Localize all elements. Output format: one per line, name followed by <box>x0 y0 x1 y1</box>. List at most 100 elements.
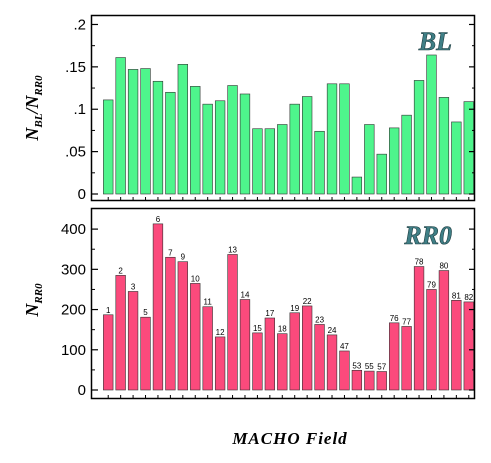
rr0-bar-label: 79 <box>427 280 436 289</box>
rr0-bar <box>127 291 139 391</box>
rr0-bar-label: 81 <box>452 291 461 300</box>
bl-bar <box>177 64 188 195</box>
rr0-y-axis: 0 100 200 300 400 <box>61 221 475 399</box>
rr0-bar <box>140 316 151 391</box>
rr0-bar <box>252 332 263 391</box>
x-axis-title: MACHO Field <box>231 429 347 448</box>
rr0-bar <box>239 299 251 391</box>
rr0-bar <box>152 223 164 391</box>
bl-bars <box>103 54 474 195</box>
bl-x-ticks <box>107 197 470 200</box>
bl-bar <box>152 80 164 195</box>
rr0-bar-label: 6 <box>156 215 161 224</box>
bl-bar <box>289 103 300 195</box>
rr0-bar <box>190 283 201 391</box>
bl-bar <box>239 93 251 195</box>
bl-y-tick-label: .2 <box>73 16 86 33</box>
rr0-y-tick-label: 200 <box>61 302 86 319</box>
bl-bar <box>376 153 387 195</box>
bl-bar <box>451 121 462 195</box>
rr0-bar <box>376 371 387 391</box>
rr0-bar-label: 3 <box>131 282 136 291</box>
rr0-x-ticks <box>107 395 470 398</box>
rr0-bar-label: 55 <box>365 362 374 371</box>
bl-ylabel-sub1: BL <box>33 113 45 128</box>
rr0-bar <box>115 275 126 391</box>
rr0-y-tick-label: 400 <box>61 221 86 238</box>
rr0-ylabel-n: N <box>22 303 42 318</box>
rr0-y-axis-title: NRR0 <box>22 283 45 318</box>
rr0-bar-label: 22 <box>303 297 312 306</box>
bl-y-axis: 0 .05 .1 .15 .2 <box>65 16 475 203</box>
rr0-bar-label: 15 <box>253 324 262 333</box>
rr0-bar-label: 23 <box>315 315 324 324</box>
bl-y-tick-label: .15 <box>65 59 86 76</box>
rr0-bar-label: 2 <box>118 266 123 275</box>
rr0-bar-label: 12 <box>216 328 225 337</box>
bl-bar <box>277 124 288 195</box>
rr0-bar-label: 77 <box>402 317 411 326</box>
bl-bar <box>314 130 325 195</box>
bl-bar <box>351 176 363 195</box>
rr0-bar-label: 13 <box>228 245 237 254</box>
bl-bar <box>264 128 275 195</box>
bl-bar <box>364 124 375 195</box>
bl-bar <box>127 69 139 195</box>
bl-bar <box>339 83 350 195</box>
rr0-bar-label: 57 <box>377 363 386 372</box>
bl-bar <box>463 101 474 195</box>
rr0-bar-label: 1 <box>106 306 111 315</box>
rr0-panel-frame <box>90 207 476 400</box>
bl-bar <box>165 91 176 195</box>
rr0-bar <box>413 266 425 391</box>
bl-bar <box>389 127 400 195</box>
bl-ylabel-slash: /N <box>22 95 42 116</box>
bl-bar <box>301 96 313 195</box>
bl-y-tick-label: .05 <box>65 144 86 161</box>
rr0-bar-label: 17 <box>265 309 274 318</box>
rr0-bar-label: 14 <box>241 291 250 300</box>
bl-bar <box>401 114 412 195</box>
rr0-bar-label: 5 <box>143 308 148 317</box>
rr0-bar <box>451 299 462 391</box>
bl-bar <box>438 97 450 195</box>
rr0-bar <box>389 322 400 391</box>
rr0-bar <box>214 336 226 391</box>
rr0-bar <box>351 369 363 391</box>
rr0-bar <box>277 333 288 391</box>
rr0-bar-label: 47 <box>340 342 349 351</box>
rr0-bar <box>426 289 437 391</box>
rr0-bar-label: 9 <box>181 253 186 262</box>
bl-y-axis-title: NBL/NRR0 <box>22 75 45 142</box>
rr0-y-tick-label: 100 <box>61 342 86 359</box>
bl-bar <box>252 128 263 195</box>
rr0-bar <box>301 305 313 391</box>
rr0-y-tick-label: 300 <box>61 261 86 278</box>
rr0-bar-label: 76 <box>390 314 399 323</box>
rr0-panel-tag: RR0 <box>403 221 452 250</box>
bl-bar <box>214 100 226 195</box>
rr0-bar <box>364 370 375 391</box>
rr0-bar-label: 11 <box>204 298 213 307</box>
rr0-bar-label: 10 <box>191 274 200 283</box>
bl-bar <box>115 57 126 195</box>
bl-ylabel-n1: N <box>22 127 42 142</box>
rr0-bar <box>227 254 238 391</box>
bl-bar <box>326 83 338 195</box>
rr0-bar-label: 24 <box>328 326 337 335</box>
rr0-bar-label: 80 <box>439 262 448 271</box>
rr0-bar <box>463 301 474 391</box>
rr0-bar <box>264 317 275 391</box>
panel-bl: 0.05.1.15.2 BL NBL/NRR0 <box>22 14 476 203</box>
rr0-bar <box>339 350 350 391</box>
rr0-bar <box>289 312 300 391</box>
rr0-bar <box>438 270 450 391</box>
bl-bar <box>190 86 201 195</box>
rr0-bar <box>401 326 412 391</box>
bl-ylabel-sub2: RR0 <box>33 75 45 97</box>
rr0-bar <box>103 314 114 391</box>
rr0-bar-label: 19 <box>290 304 299 313</box>
